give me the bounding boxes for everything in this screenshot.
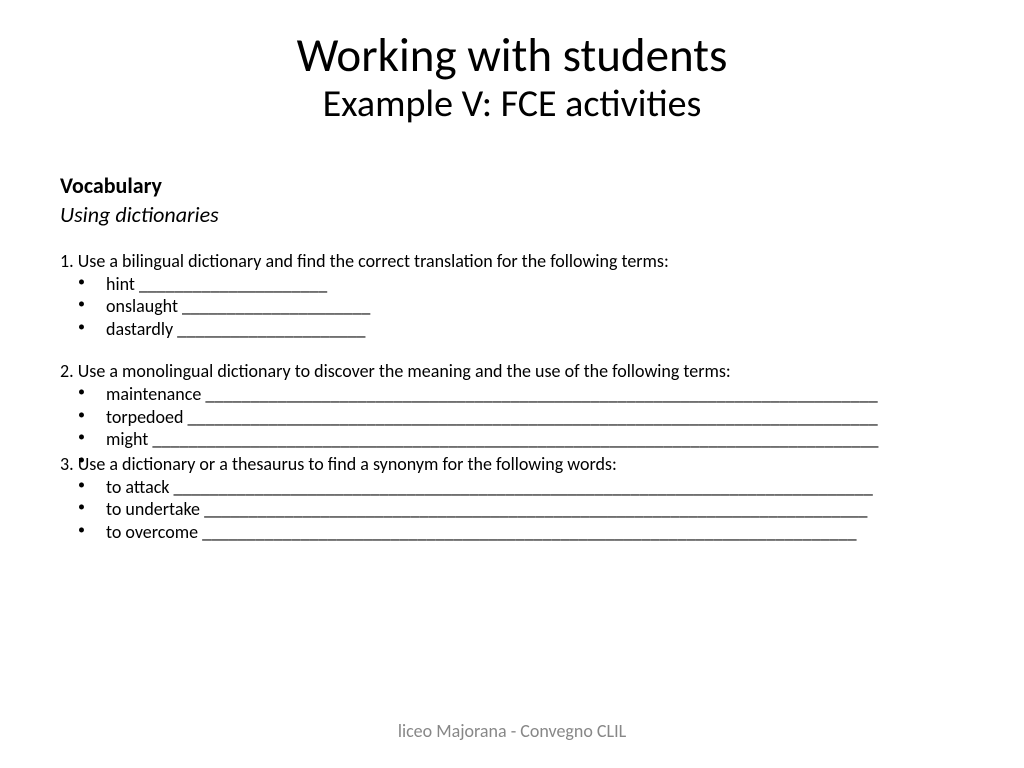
list-item: maintenance ____________________________… bbox=[60, 383, 964, 406]
section-heading: Vocabulary bbox=[60, 172, 964, 199]
task-1-items: hint _____________________ onslaught ___… bbox=[60, 273, 964, 341]
list-item: onslaught _____________________ bbox=[60, 295, 964, 318]
task-1-prompt: 1. Use a bilingual dictionary and find t… bbox=[60, 250, 964, 272]
task-2-prompt: 2. Use a monolingual dictionary to disco… bbox=[60, 360, 964, 382]
list-item: to overcome ____________________________… bbox=[60, 521, 964, 544]
list-item: to undertake ___________________________… bbox=[60, 498, 964, 521]
section-subheading: Using dictionaries bbox=[60, 201, 964, 228]
list-item: dastardly _____________________ bbox=[60, 318, 964, 341]
task-3-prompt: 3. Use a dictionary or a thesaurus to fi… bbox=[60, 453, 964, 475]
title-sub: Example V: FCE activities bbox=[60, 82, 964, 128]
task-2-items: maintenance ____________________________… bbox=[60, 383, 964, 451]
list-item: hint _____________________ bbox=[60, 273, 964, 296]
footer-text: liceo Majorana - Convegno CLIL bbox=[0, 720, 1024, 742]
slide: Working with students Example V: FCE act… bbox=[0, 0, 1024, 543]
task-3-items: to attack ______________________________… bbox=[60, 476, 964, 544]
title-block: Working with students Example V: FCE act… bbox=[60, 28, 964, 128]
list-item: might __________________________________… bbox=[60, 428, 964, 451]
list-item: to attack ______________________________… bbox=[60, 476, 964, 499]
list-item: torpedoed ______________________________… bbox=[60, 406, 964, 429]
title-main: Working with students bbox=[60, 28, 964, 82]
